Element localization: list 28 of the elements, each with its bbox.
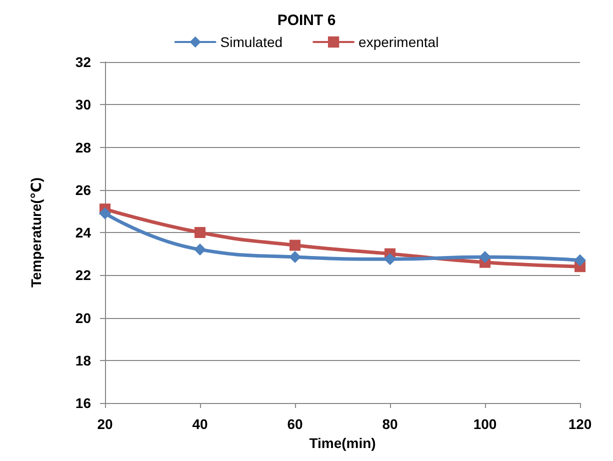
y-tick-label: 16 <box>75 395 92 411</box>
x-tick-label: 80 <box>382 416 398 432</box>
point <box>290 240 300 251</box>
point <box>289 251 301 264</box>
y-tick-label: 26 <box>75 182 92 198</box>
legend-label: Simulated <box>220 34 283 50</box>
point <box>479 251 491 264</box>
y-tick-label: 18 <box>75 352 92 368</box>
y-tick-label: 30 <box>75 96 92 113</box>
y-tick-label: 22 <box>75 267 92 284</box>
y-tick-label: 20 <box>75 310 92 326</box>
x-axis-title: Time(min) <box>309 434 376 451</box>
y-tick-label: 28 <box>75 139 92 156</box>
y-tick-label: 32 <box>75 54 92 70</box>
x-tick-label: 60 <box>287 416 303 432</box>
point <box>194 227 206 238</box>
chart-title: POINT 6 <box>277 12 336 29</box>
point <box>99 207 111 220</box>
y-tick-label: 24 <box>75 224 92 240</box>
legend-label: experimental <box>358 34 439 50</box>
point <box>574 254 586 266</box>
point <box>384 253 396 266</box>
x-tick-label: 20 <box>97 416 113 432</box>
x-tick-label: 120 <box>568 416 592 432</box>
y-axis-title: Temperature(℃) <box>28 177 44 288</box>
x-tick-label: 100 <box>473 416 497 432</box>
x-tick-label: 40 <box>192 416 208 432</box>
point <box>194 244 206 256</box>
